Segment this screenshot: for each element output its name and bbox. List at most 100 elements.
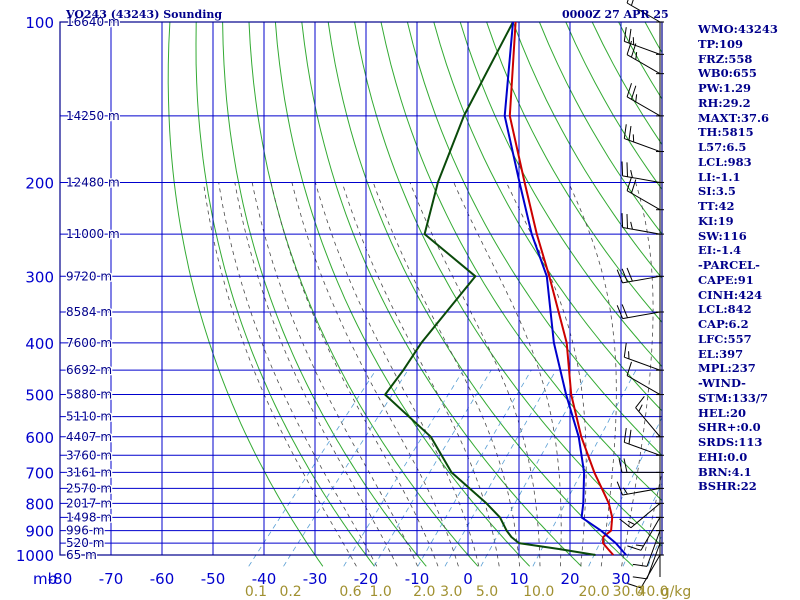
temperature-tick-label: 30 xyxy=(611,570,630,588)
pressure-tick-label: 900 xyxy=(25,523,54,541)
wind-barb-feather xyxy=(618,458,623,473)
index-item: LFC:557 xyxy=(698,331,752,346)
wind-barb-feather xyxy=(627,520,635,526)
wind-barb-feather xyxy=(630,170,633,178)
wind-barb-feather xyxy=(630,0,634,6)
index-item: L57:6.5 xyxy=(698,140,747,154)
wind-barb xyxy=(624,441,661,456)
temperature-tick-label: 20 xyxy=(560,570,579,588)
index-item: CAP:6.2 xyxy=(698,317,749,331)
wind-barb-feather xyxy=(616,305,624,319)
dry-adiabat xyxy=(380,22,662,502)
wind-barb-feather xyxy=(635,396,645,408)
pressure-tick-label: 800 xyxy=(25,495,54,513)
mixing-ratio-label: 20.0 xyxy=(578,584,609,600)
height-label: 4407 m xyxy=(66,430,112,444)
mixing-ratio-label: 40.0 xyxy=(637,584,668,600)
mixing-ratio-label: 2.0 xyxy=(413,584,435,600)
wind-barb-feather xyxy=(635,52,638,60)
wind-barb-feather xyxy=(626,0,629,4)
index-item: HEL:20 xyxy=(698,405,746,420)
height-label: 2017 m xyxy=(66,496,112,510)
mixing-ratio-unit: g/kg xyxy=(661,584,692,600)
height-label: 65 m xyxy=(66,548,97,562)
wind-barb-feather xyxy=(627,583,642,589)
wind-barb xyxy=(622,311,661,320)
moist-adiabat xyxy=(291,182,459,567)
wind-barbs xyxy=(616,0,664,589)
mixing-ratio-line xyxy=(248,369,377,567)
parcel-trace xyxy=(503,22,627,556)
temperature-tick-label: -70 xyxy=(99,570,124,588)
index-item: SW:116 xyxy=(698,228,747,243)
wind-barb-feather xyxy=(621,304,628,318)
dewpoint-trace xyxy=(384,22,596,556)
index-item: PW:1.29 xyxy=(698,81,752,95)
index-item: EI:-1.4 xyxy=(698,243,742,258)
wind-barb-feather xyxy=(635,94,638,102)
index-item: TH:5815 xyxy=(698,125,754,140)
index-item: SHR+:0.0 xyxy=(698,420,761,435)
sounding-traces xyxy=(384,22,627,556)
wind-barb xyxy=(626,190,661,211)
moist-adiabat xyxy=(270,182,439,567)
index-item: MAXT:37.6 xyxy=(698,110,769,125)
mixing-ratio-label: 0.6 xyxy=(339,584,361,600)
moist-adiabat xyxy=(251,182,418,567)
pressure-tick-label: 500 xyxy=(25,387,54,405)
mixing-ratio-label: 10.0 xyxy=(523,584,554,600)
wind-barb-feather xyxy=(623,458,628,473)
moist-adiabat xyxy=(341,182,500,567)
height-label: 5880 m xyxy=(66,388,112,402)
wind-barb xyxy=(640,517,661,551)
index-item: -PARCEL- xyxy=(698,258,760,272)
index-item: EL:397 xyxy=(698,346,744,361)
mixing-ratio-label: 0.1 xyxy=(245,584,267,600)
wind-barb-feather xyxy=(626,162,629,177)
wind-barb xyxy=(622,275,661,284)
wind-barb-feather xyxy=(626,267,633,282)
dry-adiabat xyxy=(327,22,634,567)
index-item: LCL:983 xyxy=(698,154,752,169)
temperature-tick-label: 0 xyxy=(463,570,473,588)
wind-barb-feather xyxy=(632,576,648,580)
mixing-ratio-line xyxy=(444,369,557,567)
height-label: 1498 m xyxy=(66,510,112,524)
temperature-tick-label: -50 xyxy=(201,570,226,588)
height-label: 996 m xyxy=(66,524,104,538)
wind-barb-feather xyxy=(638,404,643,412)
wind-barb-feather xyxy=(626,40,632,55)
wind-barb-feather xyxy=(623,124,627,139)
wind-barb-feather xyxy=(623,342,627,358)
dry-adiabat xyxy=(433,22,662,412)
mixing-ratio-label: 3.0 xyxy=(440,584,462,600)
wind-barb xyxy=(622,487,661,496)
wind-barb-feather xyxy=(628,28,632,44)
wind-barb-feather xyxy=(630,85,637,100)
wind-barb-feather xyxy=(626,176,632,191)
height-label: 8584 m xyxy=(66,305,112,319)
index-item: STM:133/7 xyxy=(698,390,769,405)
index-item: LCL:842 xyxy=(698,302,752,317)
height-label: 5110 m xyxy=(66,410,112,424)
sounding-time: 0000Z 27 APR 25 xyxy=(562,8,669,21)
wind-barb-feather xyxy=(628,126,632,141)
dry-adiabat xyxy=(222,22,427,567)
dry-adiabat xyxy=(406,22,662,457)
index-item: RH:29.2 xyxy=(698,95,751,110)
moist-adiabat xyxy=(621,182,654,567)
dry-adiabat xyxy=(486,22,662,324)
index-item: EHI:0.0 xyxy=(698,449,748,464)
height-label: 6692 m xyxy=(66,363,112,377)
wind-barb-feather xyxy=(632,563,648,567)
wind-barb xyxy=(624,356,661,371)
index-item: WB0:655 xyxy=(698,66,757,81)
index-item: LI:-1.1 xyxy=(698,169,741,184)
index-item: -WIND- xyxy=(698,376,746,390)
height-label: 7600 m xyxy=(66,336,112,350)
wind-barb-feather xyxy=(621,268,628,283)
wind-barb-feather xyxy=(616,481,624,496)
wind-barb xyxy=(626,54,661,75)
moist-adiabat xyxy=(203,182,357,567)
